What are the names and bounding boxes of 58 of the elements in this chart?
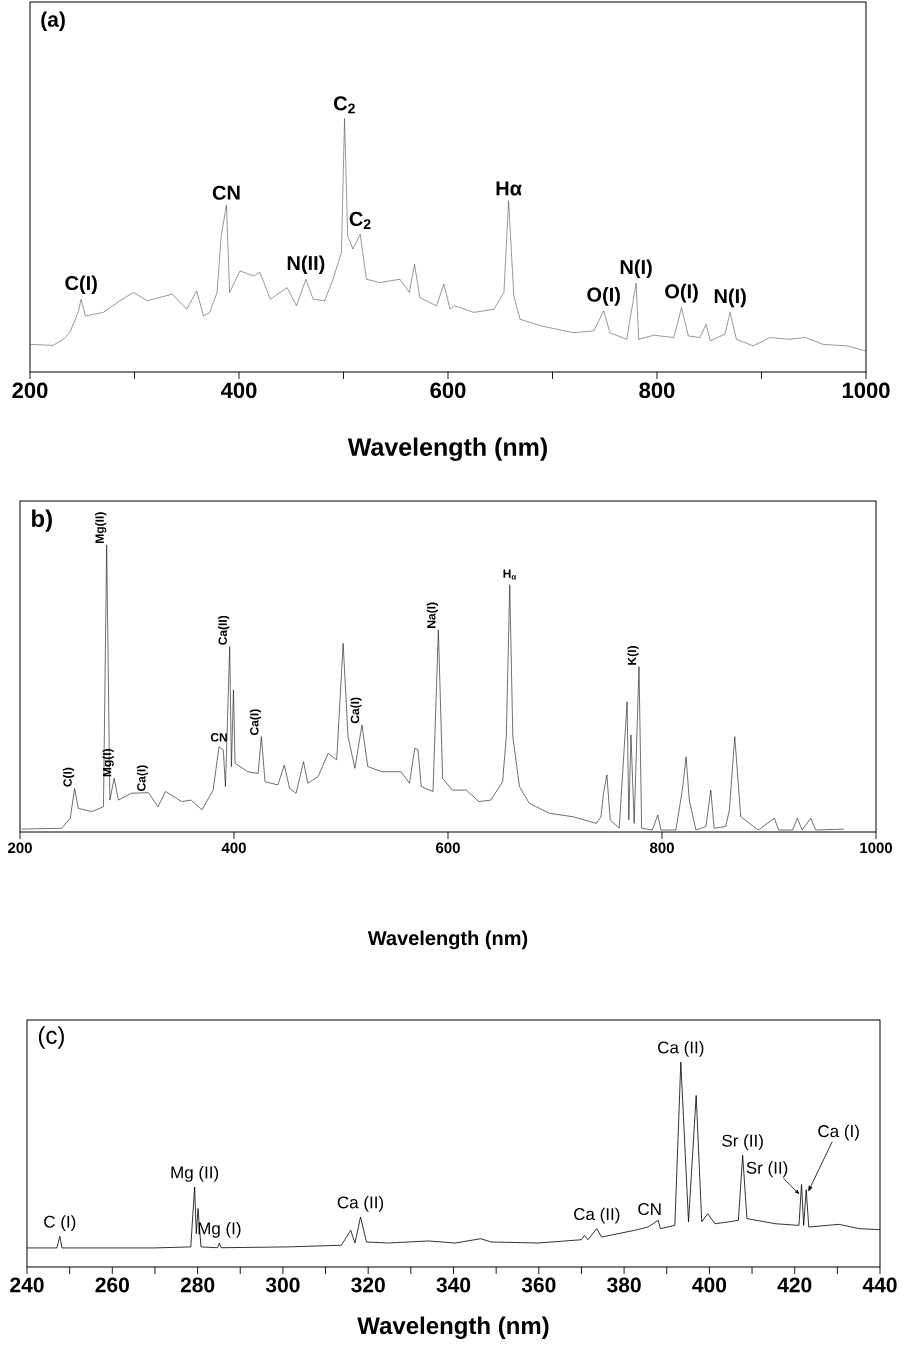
x-tick-label: 600 (430, 382, 466, 399)
x-tick-label: 260 (95, 1277, 129, 1293)
annotation: Ca (II) (337, 1195, 384, 1212)
x-tick-label: 400 (221, 842, 246, 854)
x-tick-label: 600 (436, 842, 460, 854)
annotation: H$_{α}$ (503, 569, 517, 580)
annotation: Na(I) (426, 602, 438, 628)
x-tick-label: 380 (607, 1277, 641, 1293)
annotation: Sr (II) (746, 1161, 788, 1178)
x-tick-label: 400 (220, 382, 257, 399)
annotation: Sr (II) (722, 1134, 763, 1151)
x-axis-title: Wavelength (nm) (357, 1316, 549, 1339)
annotation: N(I) (714, 288, 746, 308)
x-axis-title: Wavelength (nm) (347, 437, 547, 461)
annotation: K(I) (627, 646, 639, 665)
annotation: Ca(II) (218, 615, 230, 645)
text: b) (32, 509, 52, 532)
x-tick-label: 1000 (860, 842, 893, 854)
text: (a) (41, 11, 65, 32)
annotation: O(I) (587, 287, 620, 306)
x-tick-label: 1000 (842, 382, 890, 399)
annotation: Ca(I) (350, 697, 362, 724)
annotation: CN (212, 185, 240, 200)
annotation: C(I) (65, 275, 97, 295)
x-tick-label: 400 (692, 1277, 727, 1293)
x-tick-label: 420 (777, 1277, 812, 1293)
annotation: CN (210, 733, 227, 742)
x-tick-label: 800 (639, 382, 675, 399)
annotation: N(I) (620, 259, 652, 279)
annotation: C (I) (44, 1215, 76, 1232)
annotation: N(II) (287, 255, 325, 275)
text: (c) (38, 1026, 64, 1049)
annotation: Ca(I) (249, 709, 261, 735)
annotation: CN (638, 1203, 661, 1216)
annotation: Ca (II) (658, 1040, 704, 1057)
x-tick-label: 200 (12, 382, 48, 399)
x-axis-title: Wavelength (nm) (367, 930, 528, 950)
annotation: C(I) (62, 767, 75, 787)
annotation: Mg(II) (95, 512, 107, 543)
x-tick-label: 440 (862, 1277, 897, 1293)
annotation: Hα (496, 181, 522, 196)
annotation: Mg (II) (171, 1166, 219, 1182)
annotation: Ca (I) (818, 1124, 859, 1141)
x-tick-label: 340 (436, 1277, 471, 1293)
annotation: C$_{2}$ (349, 211, 371, 229)
x-tick-label: 300 (265, 1277, 300, 1293)
annotation: Mg (I) (198, 1221, 241, 1238)
x-tick-label: 320 (351, 1277, 385, 1293)
annotation: Mg(I) (102, 749, 114, 777)
x-tick-label: 200 (8, 842, 32, 854)
annotation: O(I) (665, 283, 698, 303)
x-tick-label: 800 (649, 842, 674, 854)
annotation: Ca(I) (136, 765, 148, 791)
x-tick-label: 360 (521, 1277, 556, 1293)
annotation: Ca (II) (574, 1207, 620, 1224)
annotation: C$_{2}$ (334, 96, 355, 114)
x-tick-label: 280 (180, 1277, 215, 1293)
x-tick-label: 240 (10, 1277, 44, 1293)
